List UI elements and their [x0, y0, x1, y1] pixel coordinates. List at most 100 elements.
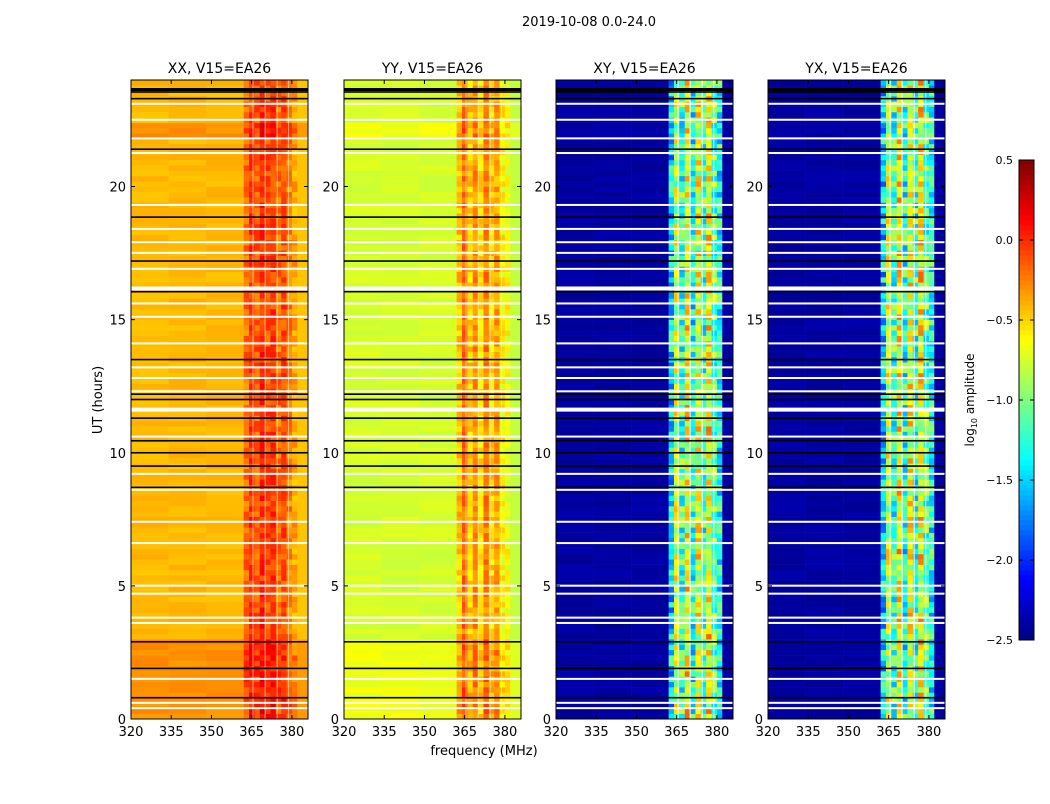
heatmap-cell: [669, 501, 675, 507]
heatmap-cell: [206, 623, 244, 629]
heatmap-cell: [131, 160, 169, 166]
heatmap-cell: [478, 474, 484, 480]
heatmap-cell: [297, 474, 308, 480]
heatmap-cell: [690, 527, 696, 533]
heatmap-cell: [712, 346, 718, 352]
heatmap-cell: [679, 400, 685, 406]
heatmap-cell: [679, 597, 685, 603]
heatmap-cell: [717, 261, 723, 267]
heatmap-cell: [510, 336, 521, 342]
heatmap-cell: [457, 346, 463, 352]
heatmap-cell: [462, 229, 468, 235]
heatmap-cell: [344, 245, 382, 251]
heatmap-cell: [679, 181, 685, 187]
heatmap-cell: [679, 458, 685, 464]
heatmap-cell: [690, 511, 696, 517]
heatmap-cell: [717, 400, 723, 406]
heatmap-cell: [505, 112, 511, 118]
heatmap-cell: [344, 527, 382, 533]
heatmap-cell: [287, 128, 293, 134]
heatmap-cell: [594, 229, 632, 235]
heatmap-cell: [510, 714, 521, 720]
heatmap-cell: [500, 165, 506, 171]
heatmap-cell: [249, 112, 255, 118]
heatmap-cell: [717, 368, 723, 374]
heatmap-cell: [500, 309, 506, 315]
heatmap-cell: [690, 378, 696, 384]
heatmap-cell: [510, 139, 521, 145]
flagged-row: [344, 316, 521, 318]
heatmap-cell: [249, 245, 255, 251]
heatmap-cell: [510, 181, 521, 187]
heatmap-cell: [265, 234, 271, 240]
heatmap-cell: [695, 597, 701, 603]
heatmap-cell: [489, 522, 495, 528]
heatmap-cell: [265, 607, 271, 613]
heatmap-cell: [270, 155, 276, 161]
heatmap-cell: [467, 320, 473, 326]
heatmap-cell: [287, 565, 293, 571]
heatmap-cell: [483, 501, 489, 507]
heatmap-cell: [674, 309, 680, 315]
heatmap-cell: [287, 378, 293, 384]
heatmap-cell: [510, 597, 521, 603]
heatmap-cell: [556, 522, 594, 528]
heatmap-cell: [270, 181, 276, 187]
heatmap-cell: [292, 602, 298, 608]
heatmap-cell: [679, 192, 685, 198]
heatmap-cell: [206, 128, 244, 134]
heatmap-cell: [344, 660, 382, 666]
heatmap-cell: [695, 644, 701, 650]
heatmap-cell: [473, 272, 479, 278]
heatmap-cell: [706, 426, 712, 432]
heatmap-cell: [457, 421, 463, 427]
heatmap-cell: [462, 261, 468, 267]
heatmap-cell: [510, 511, 521, 517]
heatmap-cell: [717, 171, 723, 177]
heatmap-cell: [500, 655, 506, 661]
heatmap-cell: [265, 304, 271, 310]
heatmap-cell: [270, 490, 276, 496]
heatmap-cell: [131, 107, 169, 113]
heatmap-cell: [131, 245, 169, 251]
heatmap-cell: [594, 501, 632, 507]
heatmap-cell: [462, 378, 468, 384]
heatmap-cell: [631, 644, 669, 650]
heatmap-cell: [297, 559, 308, 565]
heatmap-cell: [483, 352, 489, 358]
heatmap-cell: [505, 628, 511, 634]
heatmap-cell: [260, 501, 266, 507]
heatmap-cell: [556, 176, 594, 182]
heatmap-cell: [419, 245, 457, 251]
heatmap-cell: [270, 479, 276, 485]
heatmap-cell: [297, 682, 308, 688]
heatmap-cell: [489, 139, 495, 145]
heatmap-cell: [500, 714, 506, 720]
heatmap-cell: [344, 234, 382, 240]
heatmap-cell: [287, 325, 293, 331]
heatmap-cell: [706, 660, 712, 666]
heatmap-cell: [717, 628, 723, 634]
heatmap-cell: [382, 565, 420, 571]
heatmap-cell: [695, 565, 701, 571]
heatmap-cell: [276, 336, 282, 342]
heatmap-cell: [510, 171, 521, 177]
heatmap-cell: [281, 352, 287, 358]
heatmap-cell: [500, 107, 506, 113]
heatmap-cell: [690, 304, 696, 310]
heatmap-cell: [206, 309, 244, 315]
heatmap-cell: [706, 628, 712, 634]
heatmap-cell: [249, 565, 255, 571]
heatmap-cell: [478, 634, 484, 640]
heatmap-cell: [500, 346, 506, 352]
heatmap-cell: [473, 160, 479, 166]
heatmap-cell: [489, 682, 495, 688]
heatmap-cell: [494, 714, 500, 720]
heatmap-cell: [297, 671, 308, 677]
heatmap-cell: [473, 128, 479, 134]
heatmap-cell: [478, 570, 484, 576]
heatmap-cell: [674, 208, 680, 214]
heatmap-cell: [478, 80, 484, 86]
flagged-row: [344, 342, 521, 344]
heatmap-cell: [500, 123, 506, 129]
